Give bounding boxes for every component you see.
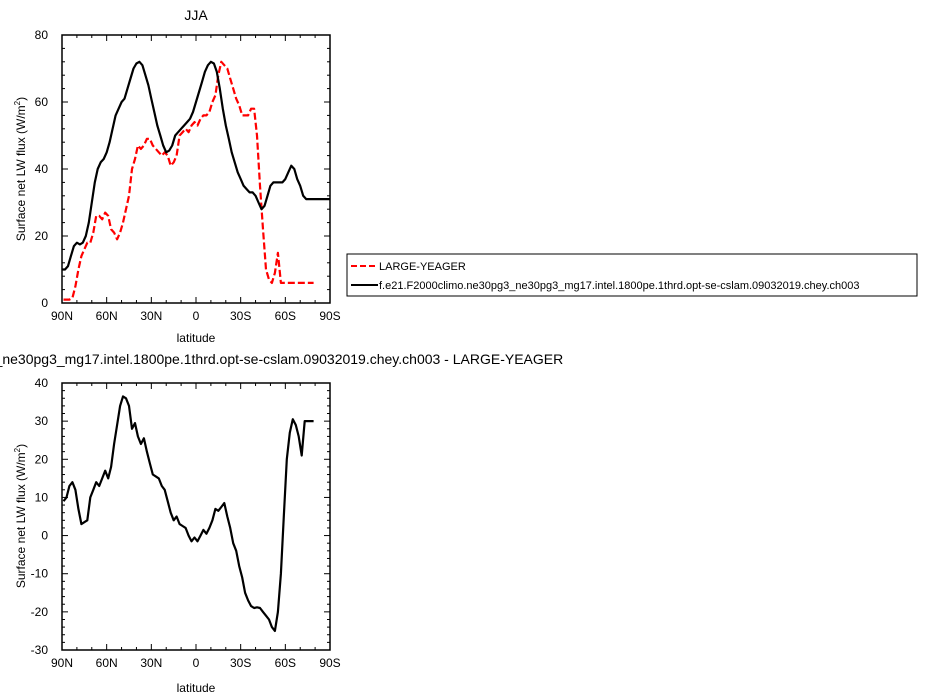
y-tick-label: 40 (35, 376, 49, 390)
y-tick-label: 0 (41, 529, 48, 543)
bottom-panel-series-lines (62, 395, 314, 632)
x-tick-label: 60N (96, 656, 118, 670)
y-tick-label: 20 (35, 229, 49, 243)
y-tick-label: 60 (35, 95, 49, 109)
x-tick-label: 90S (319, 309, 340, 323)
top-panel-y-axis-label: Surface net LW flux (W/m2) (13, 97, 28, 241)
y-tick-label: -10 (31, 567, 49, 581)
legend-label-large-yeager: LARGE-YEAGER (379, 261, 466, 273)
series-line-1 (62, 60, 330, 271)
x-tick-label: 0 (193, 309, 200, 323)
x-tick-label: 30N (140, 656, 162, 670)
x-tick-label: 0 (193, 656, 200, 670)
bottom-panel-y-axis-label: Surface net LW flux (W/m2) (13, 444, 28, 588)
bottom-panel-ticks: 90N 60N 30N 0 30S 60S 90S -30 -20 -10 0 10 20 30 40 (31, 376, 341, 670)
y-tick-label: 20 (35, 452, 49, 466)
legend: LARGE-YEAGER f.e21.F2000climo.ne30pg3_ne… (346, 253, 918, 297)
top-panel-x-axis-label: latitude (177, 331, 216, 345)
x-tick-label: 30S (230, 656, 251, 670)
x-tick-label: 90N (51, 656, 73, 670)
y-tick-label: 40 (35, 162, 49, 176)
x-tick-label: 90N (51, 309, 73, 323)
x-tick-label: 60S (275, 309, 296, 323)
bottom-panel-x-axis-label: latitude (177, 681, 216, 695)
x-tick-label: 60N (96, 309, 118, 323)
y-tick-label: 80 (35, 28, 49, 42)
y-tick-label: -20 (31, 605, 49, 619)
bottom-panel-title: f.e21.F2000climo.ne30pg3_ne30pg3_mg17.in… (0, 351, 563, 367)
top-panel-series-lines (62, 60, 330, 301)
top-panel: JJA 90N 60N 30N 0 30S 60S 90S 0 20 40 60 80 latitud… (13, 7, 341, 345)
bottom-panel: f.e21.F2000climo.ne30pg3_ne30pg3_mg17.in… (0, 351, 563, 695)
top-panel-title: JJA (184, 7, 208, 23)
series-line-0 (62, 395, 314, 632)
legend-label-model: f.e21.F2000climo.ne30pg3_ne30pg3_mg17.in… (379, 280, 859, 292)
x-tick-label: 30N (140, 309, 162, 323)
y-tick-label: 30 (35, 414, 49, 428)
top-panel-ticks: 90N 60N 30N 0 30S 60S 90S 0 20 40 60 80 (35, 28, 341, 323)
series-line-0 (63, 60, 314, 301)
bottom-panel-plot-frame (61, 382, 331, 651)
legend-frame (346, 253, 918, 297)
y-tick-label: -30 (31, 643, 49, 657)
y-tick-label: 10 (35, 490, 49, 504)
x-tick-label: 60S (275, 656, 296, 670)
x-tick-label: 90S (319, 656, 340, 670)
x-tick-label: 30S (230, 309, 251, 323)
y-tick-label: 0 (41, 296, 48, 310)
